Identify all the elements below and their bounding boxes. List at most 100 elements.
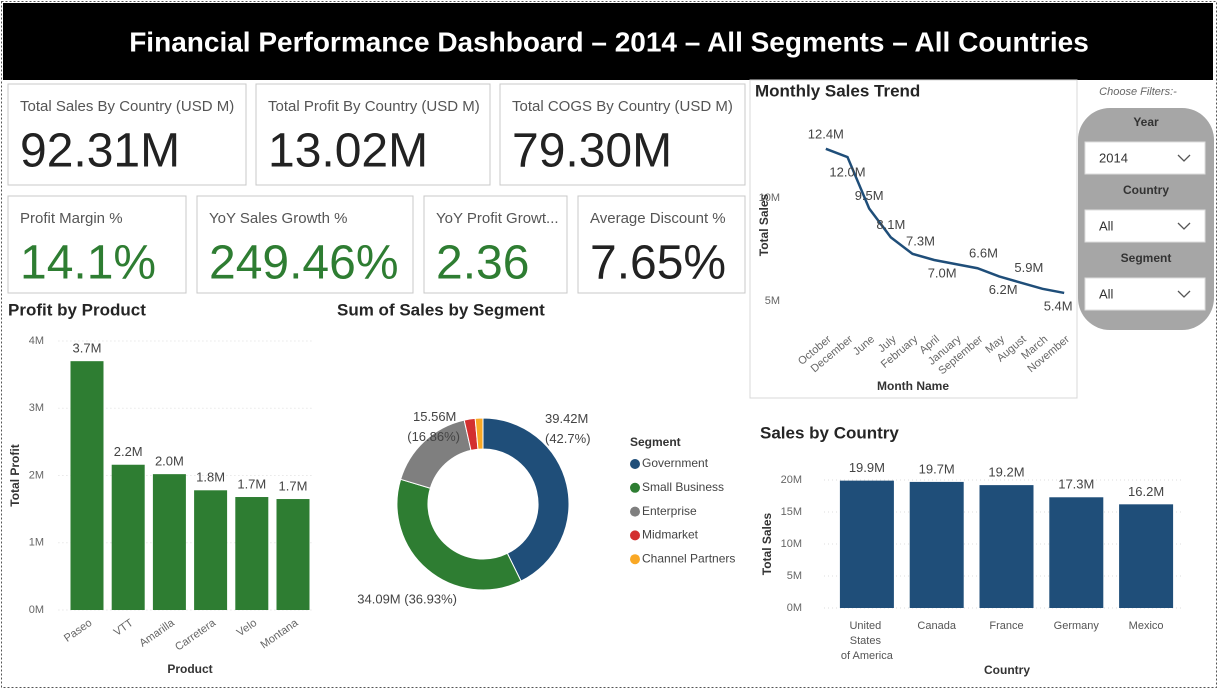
kpi-card — [577, 195, 746, 294]
x-tick-label: Canada — [917, 620, 956, 632]
data-label: 12.4M — [808, 126, 844, 141]
header-title: Financial Performance Dashboard – 2014 –… — [129, 26, 1089, 57]
filter-dropdown[interactable] — [1084, 209, 1206, 243]
bar — [1119, 504, 1174, 608]
x-tick-label: Amarilla — [137, 617, 177, 650]
data-label: 7.0M — [928, 265, 957, 280]
data-label: 19.9M — [849, 460, 885, 475]
data-label: 5.9M — [1014, 260, 1043, 275]
kpi-value: 7.65% — [590, 237, 726, 290]
kpi-card — [499, 83, 746, 186]
filter-value: 2014 — [1099, 150, 1128, 165]
data-label: 19.2M — [988, 465, 1024, 480]
legend-swatch — [630, 530, 640, 541]
line-chart-frame — [749, 79, 1078, 399]
chart-title: Monthly Sales Trend — [755, 81, 920, 100]
y-tick-label: 0M — [787, 602, 802, 614]
data-label: 16.2M — [1128, 484, 1164, 499]
bar — [70, 361, 104, 610]
legend-label: Channel Partners — [642, 551, 735, 565]
y-tick-label: 15M — [781, 506, 802, 518]
y-tick-label: 0M — [29, 604, 44, 616]
kpi-value: 79.30M — [512, 125, 672, 178]
kpi-value: 2.36 — [436, 237, 529, 290]
y-axis-title: Total Profit — [8, 444, 22, 506]
line-series — [825, 147, 1065, 295]
data-label: 12.0M — [829, 164, 865, 179]
data-label: 17.3M — [1058, 477, 1094, 492]
x-tick-label: Velo — [235, 617, 259, 639]
data-label: 1.7M — [237, 476, 266, 491]
y-tick-label: 3M — [29, 402, 44, 414]
legend-label: Enterprise — [642, 504, 697, 518]
y-tick-label: 10M — [759, 192, 780, 204]
x-tick-label: VTT — [112, 617, 136, 639]
data-label: 15.56M (16.86%) — [407, 409, 460, 444]
chart-title: Profit by Product — [8, 300, 146, 319]
dropdown-chevron — [1177, 154, 1191, 162]
x-tick-label: France — [989, 620, 1023, 632]
chart-title: Sales by Country — [760, 423, 899, 442]
kpi-label: Profit Margin % — [20, 210, 123, 227]
donut-slice — [474, 417, 484, 450]
bar — [909, 481, 964, 608]
bar — [839, 480, 894, 608]
y-tick-label: 4M — [29, 335, 44, 347]
kpi-label: YoY Profit Growt... — [436, 210, 559, 227]
y-tick-label: 10M — [781, 538, 802, 550]
legend-swatch — [630, 459, 640, 469]
kpi-card — [423, 195, 568, 294]
data-label: 1.8M — [196, 470, 225, 485]
legend-swatch — [630, 482, 640, 493]
y-tick-label: 2M — [29, 469, 44, 481]
x-axis-title: Month Name — [877, 379, 949, 393]
bar — [152, 474, 186, 610]
bar — [235, 497, 269, 610]
data-label: 1.7M — [279, 478, 308, 493]
dropdown-chevron — [1177, 290, 1191, 298]
donut-slice — [396, 478, 522, 591]
data-label: 6.2M — [989, 282, 1018, 297]
bar — [979, 485, 1034, 608]
legend-label: Midmarket — [642, 528, 699, 542]
y-tick-label: 5M — [765, 295, 780, 307]
kpi-card — [7, 83, 247, 186]
chart-title: Sum of Sales by Segment — [337, 300, 545, 319]
bar — [194, 490, 228, 610]
data-label: 9.5M — [855, 188, 884, 203]
filters-label: Choose Filters:- — [1099, 86, 1177, 98]
kpi-label: Total Profit By Country (USD M) — [268, 98, 480, 115]
kpi-value: 13.02M — [268, 125, 428, 178]
filter-dropdown[interactable] — [1084, 141, 1206, 175]
filter-label: Segment — [1121, 251, 1172, 265]
y-tick-label: 1M — [29, 537, 44, 549]
data-label: 3.7M — [73, 341, 102, 356]
x-tick-label: Carretera — [173, 617, 219, 654]
filter-dropdown[interactable] — [1084, 277, 1206, 311]
x-tick-label: June — [851, 333, 877, 358]
header-bar — [3, 3, 1213, 80]
bar — [276, 499, 310, 610]
data-label: 7.3M — [906, 233, 935, 248]
bar — [1049, 497, 1104, 608]
kpi-value: 92.31M — [20, 125, 180, 178]
donut-slice — [482, 417, 570, 582]
kpi-card — [255, 83, 491, 186]
x-axis-title: Product — [167, 662, 212, 676]
kpi-label: Average Discount % — [590, 210, 726, 227]
bar — [111, 464, 145, 610]
filter-label: Year — [1133, 115, 1159, 129]
filter-value: All — [1099, 218, 1114, 233]
x-tick-label: Montana — [258, 617, 301, 652]
y-axis-title: Total Sales — [760, 512, 774, 575]
data-label: 5.4M — [1044, 298, 1073, 313]
y-axis-title: Total Sales — [757, 193, 771, 256]
data-label: 2.2M — [114, 444, 143, 459]
kpi-label: Total COGS By Country (USD M) — [512, 98, 733, 115]
x-tick-label: Germany — [1054, 620, 1100, 632]
y-tick-label: 20M — [781, 474, 802, 486]
kpi-card — [196, 195, 414, 294]
data-label: 34.09M (36.93%) — [357, 591, 457, 606]
kpi-label: Total Sales By Country (USD M) — [20, 98, 234, 115]
